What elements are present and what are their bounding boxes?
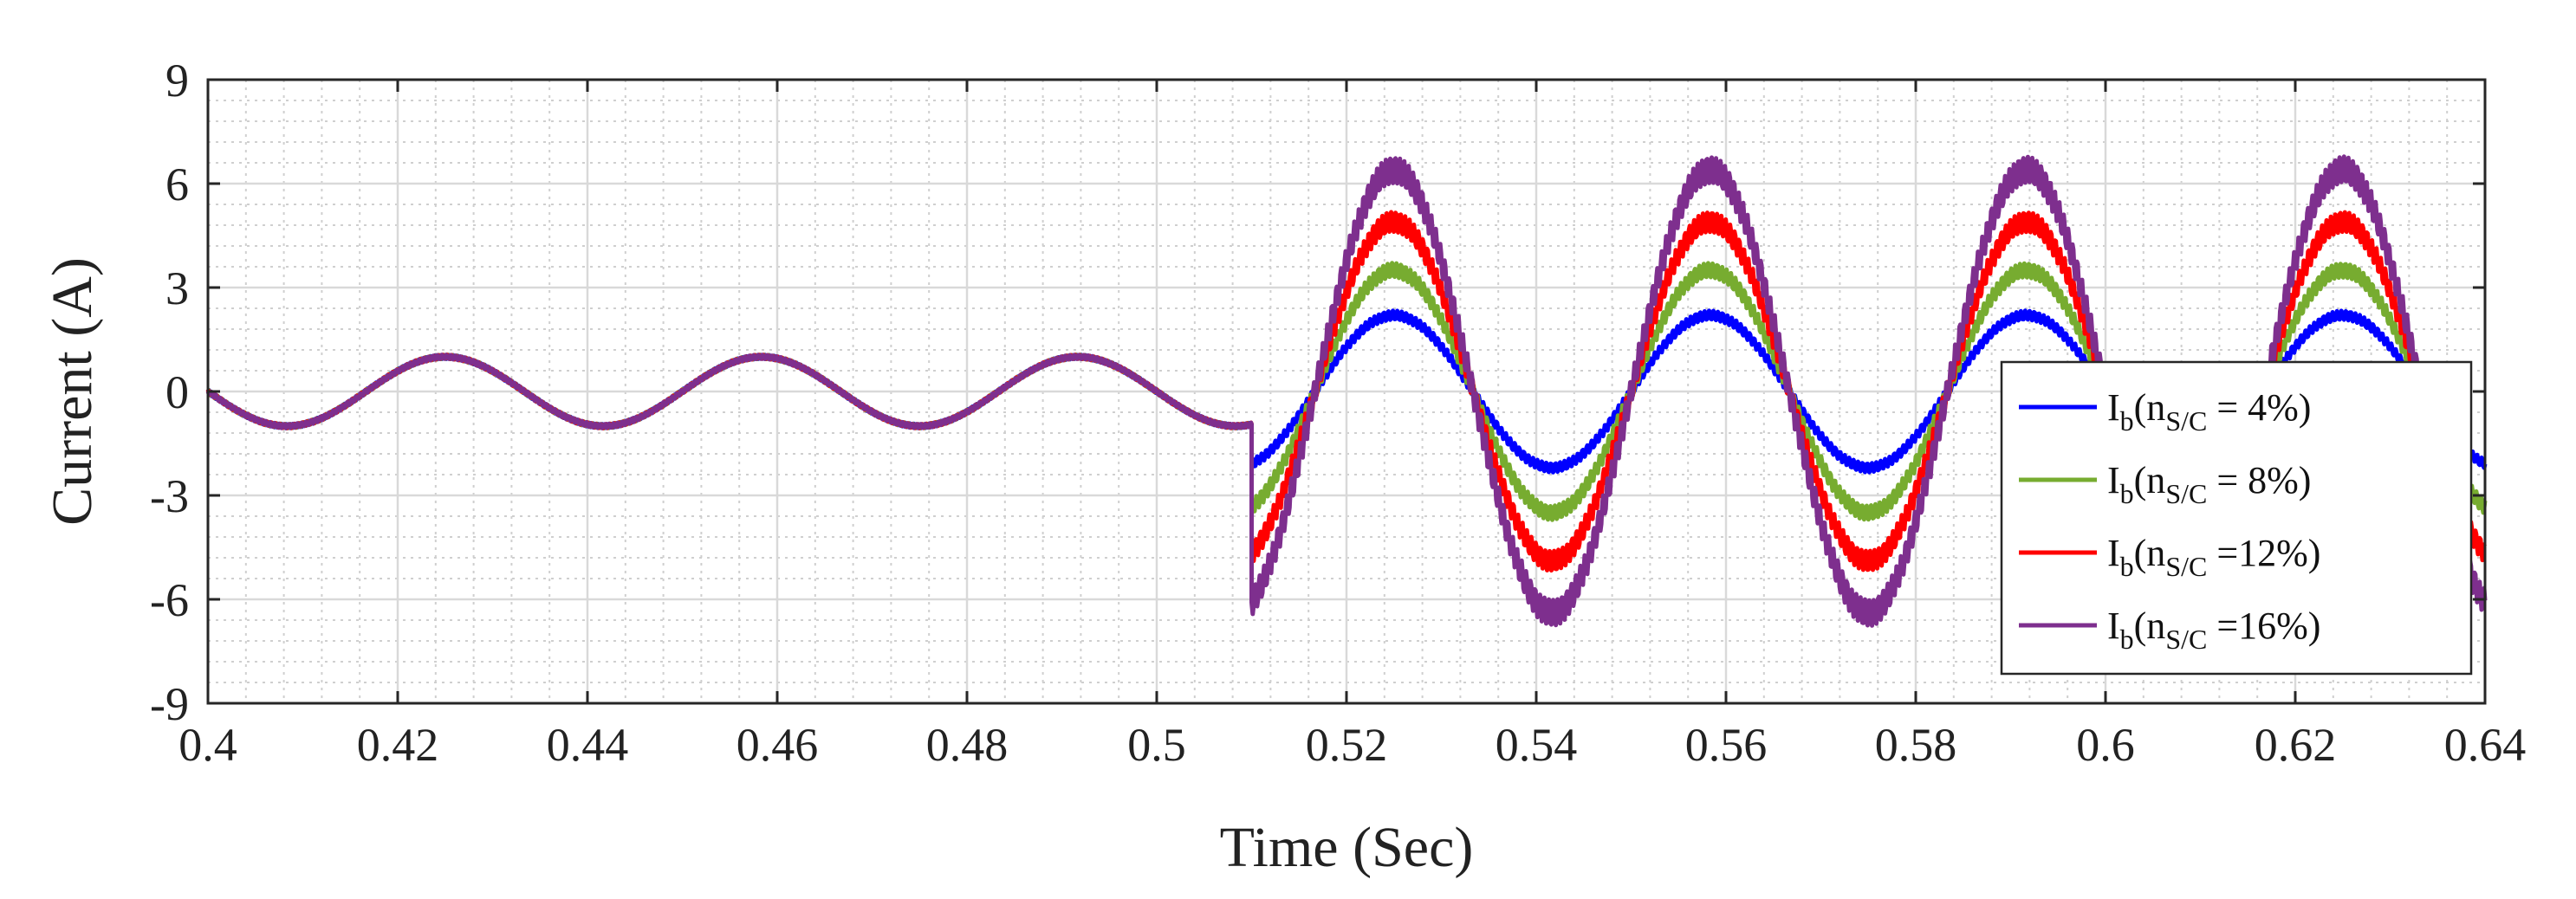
x-axis-title: Time (Sec) [1220,816,1474,879]
y-axis-title: Current (A) [41,257,104,526]
y-tick-label: 3 [165,262,189,314]
y-tick-label: -6 [150,574,189,626]
legend-label-part: (n [2134,605,2166,647]
x-tick-label: 0.64 [2444,719,2527,771]
legend-label-1: Ib(nS/C = 4%) [2107,386,2311,437]
x-tick-label: 0.52 [1306,719,1388,771]
y-tick-label: -9 [150,678,189,730]
x-tick-label: 0.54 [1496,719,1578,771]
legend-label-part: = 4%) [2207,386,2311,429]
x-tick-label: 0.58 [1875,719,1957,771]
legend-box [2000,360,2473,676]
x-axis-ticks: 0.4 0.42 0.44 0.46 0.48 0.5 0.52 0.54 0.56 0.58 0.… [178,80,2526,771]
legend-label-part: I [2107,386,2120,429]
legend-label-part: =12%) [2207,532,2320,574]
legend: Ib(nS/C = 4%)Ib(nS/C = 8%)Ib(nS/C =12%)I… [2000,360,2473,676]
legend-label-part: S/C [2165,478,2207,509]
x-tick-label: 0.62 [2255,719,2337,771]
x-tick-label: 0.48 [926,719,1009,771]
legend-label-3: Ib(nS/C =12%) [2107,532,2320,582]
legend-label-part: S/C [2165,624,2207,655]
legend-label-part: =16%) [2207,605,2320,647]
x-tick-label: 0.42 [357,719,439,771]
legend-label-part: (n [2134,386,2166,429]
y-tick-label: 9 [165,55,189,107]
y-tick-label: 6 [165,158,189,210]
legend-label-part: S/C [2165,405,2207,437]
legend-label-part: b [2120,551,2134,582]
legend-label-part: b [2120,624,2134,655]
legend-label-part: = 8%) [2207,459,2311,501]
legend-label-part: b [2120,405,2134,437]
legend-label-part: b [2120,478,2134,509]
legend-label-part: S/C [2165,551,2207,582]
legend-label-part: I [2107,532,2120,574]
legend-label-part: I [2107,459,2120,501]
x-tick-label: 0.5 [1127,719,1186,771]
legend-label-part: I [2107,605,2120,647]
legend-label-4: Ib(nS/C =16%) [2107,605,2320,655]
x-tick-label: 0.46 [736,719,819,771]
x-tick-label: 0.4 [178,719,237,771]
y-tick-label: 0 [165,366,189,418]
y-axis-ticks: -9 -6 -3 0 3 6 9 [150,55,2485,730]
legend-label-2: Ib(nS/C = 8%) [2107,459,2311,509]
legend-label-part: (n [2134,459,2166,501]
legend-label-part: (n [2134,532,2166,574]
x-tick-label: 0.56 [1685,719,1768,771]
x-tick-label: 0.44 [547,719,629,771]
y-tick-label: -3 [150,470,189,522]
x-tick-label: 0.6 [2076,719,2135,771]
